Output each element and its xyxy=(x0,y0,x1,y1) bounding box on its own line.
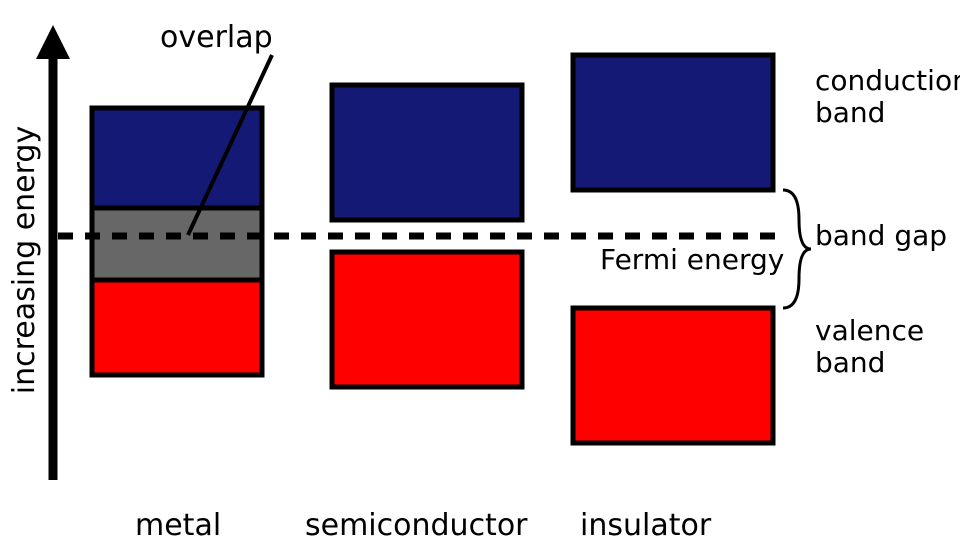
conduction-band-label-1: conduction xyxy=(815,64,960,97)
fermi-energy-label: Fermi energy xyxy=(600,243,784,276)
metal-label: metal xyxy=(135,508,221,543)
conduction-band-label-2: band xyxy=(815,96,885,129)
semiconductor-valence-band xyxy=(332,252,522,387)
band-gap-brace xyxy=(783,190,811,308)
valence-band-label-2: band xyxy=(815,346,885,379)
metal-overlap-region xyxy=(92,208,262,280)
semiconductor-label: semiconductor xyxy=(305,508,528,543)
semiconductor-conduction-band xyxy=(332,85,522,220)
metal-valence-band xyxy=(92,280,262,375)
insulator-conduction-band xyxy=(573,55,773,190)
overlap-label: overlap xyxy=(160,20,273,55)
insulator-valence-band xyxy=(573,308,773,443)
band-gap-label: band gap xyxy=(815,219,947,252)
insulator-label: insulator xyxy=(580,508,712,543)
metal-conduction-band xyxy=(92,108,262,208)
energy-axis-arrowhead xyxy=(36,25,70,59)
valence-band-label-1: valence xyxy=(815,314,924,347)
energy-axis-label: increasing energy xyxy=(7,126,42,394)
